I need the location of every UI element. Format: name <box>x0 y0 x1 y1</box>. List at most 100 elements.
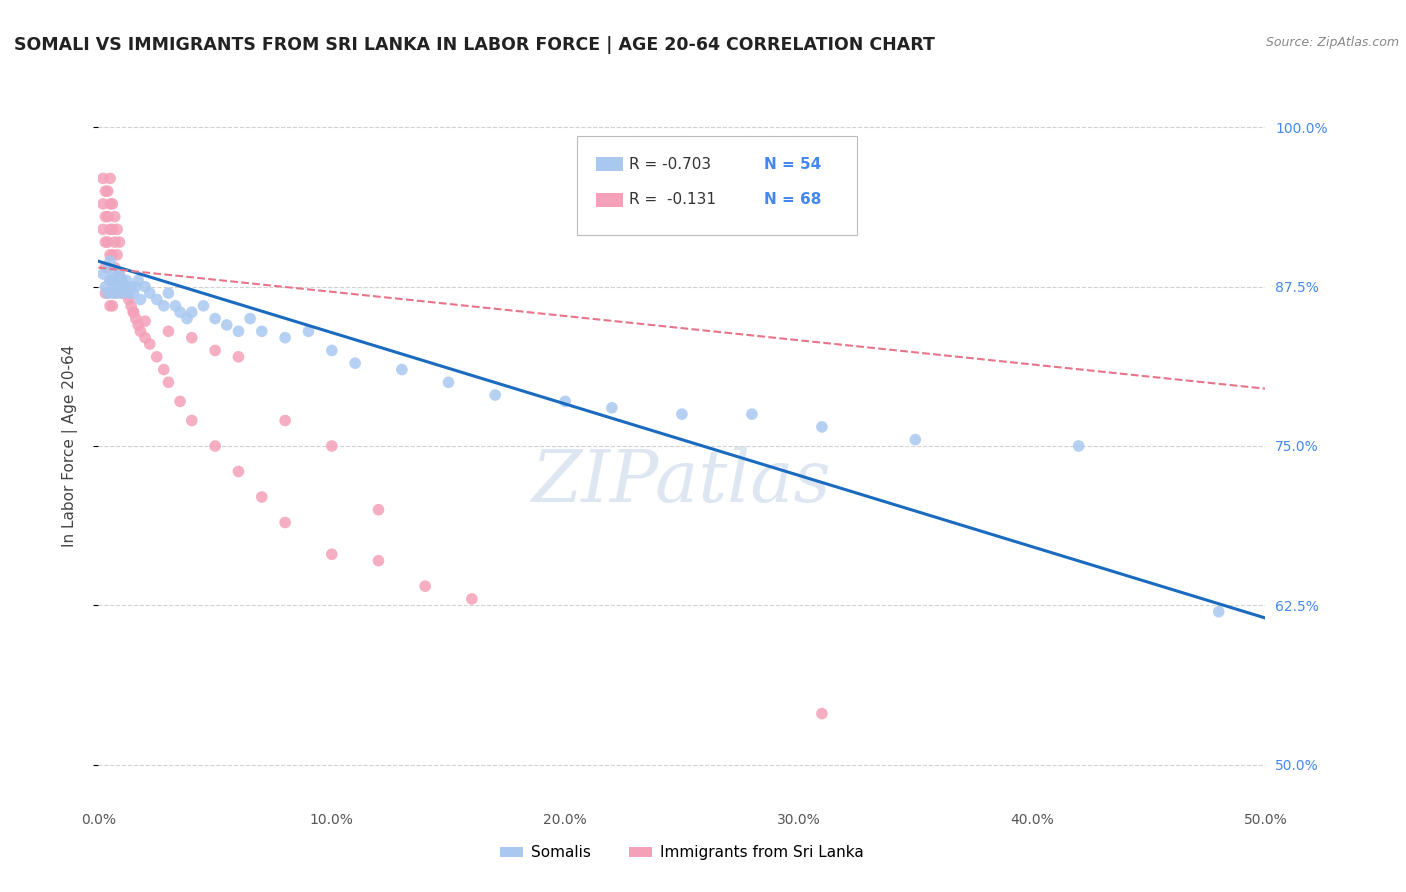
Point <box>204 311 226 326</box>
Point <box>94 184 117 198</box>
Point <box>101 222 124 236</box>
Point <box>91 267 114 281</box>
Point <box>176 311 198 326</box>
Point <box>101 273 124 287</box>
Point <box>157 286 180 301</box>
Point <box>98 254 121 268</box>
Point <box>1067 439 1090 453</box>
Point <box>122 286 145 301</box>
Point <box>811 706 834 721</box>
Point <box>112 279 135 293</box>
Point <box>125 279 148 293</box>
Point <box>104 235 127 249</box>
Point <box>129 293 152 307</box>
Text: R =  -0.131: R = -0.131 <box>630 193 717 207</box>
Point <box>120 279 142 293</box>
Text: ZIPatlas: ZIPatlas <box>531 446 832 517</box>
FancyBboxPatch shape <box>576 136 858 235</box>
Point <box>367 502 389 516</box>
Point <box>91 197 114 211</box>
Point <box>250 490 273 504</box>
Point <box>228 350 250 364</box>
Point <box>169 394 191 409</box>
Point <box>193 299 215 313</box>
Point <box>98 171 121 186</box>
Point <box>671 407 693 421</box>
Point <box>104 286 127 301</box>
Point <box>115 273 138 287</box>
Point <box>157 324 180 338</box>
Point <box>94 286 117 301</box>
Point <box>1208 605 1230 619</box>
Point <box>115 286 138 301</box>
Point <box>152 299 174 313</box>
Point <box>98 248 121 262</box>
FancyBboxPatch shape <box>596 193 623 207</box>
Point <box>97 210 120 224</box>
Point <box>437 376 460 390</box>
Point <box>600 401 623 415</box>
Text: N = 54: N = 54 <box>763 157 821 171</box>
Point <box>105 248 128 262</box>
Legend: Somalis, Immigrants from Sri Lanka: Somalis, Immigrants from Sri Lanka <box>495 839 869 866</box>
Point <box>120 299 142 313</box>
Point <box>98 273 121 287</box>
Point <box>146 350 169 364</box>
Point <box>215 318 238 332</box>
Point <box>904 433 927 447</box>
Point <box>321 547 343 561</box>
Point <box>321 343 343 358</box>
Point <box>204 343 226 358</box>
Point <box>741 407 763 421</box>
Point <box>118 286 141 301</box>
Point <box>321 439 343 453</box>
Point <box>169 305 191 319</box>
Point <box>97 184 120 198</box>
Point <box>105 273 128 287</box>
Point <box>94 279 117 293</box>
Point <box>127 273 149 287</box>
Point <box>134 279 156 293</box>
Point <box>98 299 121 313</box>
Point <box>152 362 174 376</box>
Point <box>111 286 134 301</box>
Point <box>97 260 120 275</box>
Point <box>97 260 120 275</box>
Point <box>94 260 117 275</box>
Point <box>94 235 117 249</box>
Point <box>274 331 297 345</box>
Point <box>111 286 134 301</box>
Point <box>554 394 576 409</box>
Point <box>484 388 506 402</box>
Point <box>139 337 162 351</box>
Point <box>98 222 121 236</box>
Point <box>344 356 367 370</box>
Point <box>391 362 413 376</box>
Point <box>165 299 187 313</box>
Point <box>250 324 273 338</box>
Point <box>108 235 131 249</box>
Point <box>98 273 121 287</box>
Point <box>204 439 226 453</box>
Point <box>180 331 202 345</box>
Point <box>367 554 389 568</box>
Point <box>105 286 128 301</box>
Point <box>239 311 262 326</box>
Point <box>105 273 128 287</box>
Point <box>180 413 202 427</box>
Point <box>139 286 162 301</box>
Point <box>104 267 127 281</box>
Point <box>122 305 145 319</box>
Point <box>104 260 127 275</box>
Point <box>228 324 250 338</box>
Point <box>127 318 149 332</box>
Point <box>112 279 135 293</box>
Point <box>111 273 134 287</box>
Point <box>125 311 148 326</box>
Point <box>811 420 834 434</box>
Point <box>274 516 297 530</box>
Point <box>108 279 131 293</box>
Point <box>157 376 180 390</box>
Point <box>101 299 124 313</box>
Point <box>228 465 250 479</box>
